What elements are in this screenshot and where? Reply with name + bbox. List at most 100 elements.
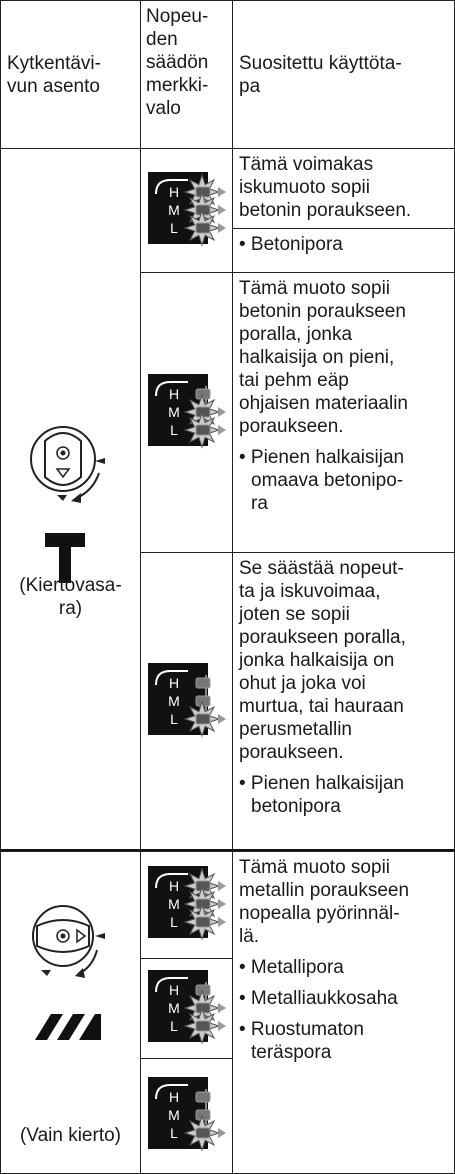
text-line: • Metalliaukkosaha (239, 988, 398, 1009)
text-line: ta ja iskuvoimaa, (239, 581, 381, 602)
text-line: betonipora (251, 796, 341, 817)
text-line: Tämä muoto sopii (239, 278, 391, 299)
indicator-led (195, 677, 210, 688)
indicator-letter: H (168, 1089, 178, 1105)
text-line: • Betonipora (239, 234, 343, 255)
spacer (239, 764, 448, 772)
indicator-arrow (217, 406, 226, 417)
spacer (239, 948, 448, 956)
text-line: murtua, tai hauraan (239, 696, 404, 717)
text-line: Nopeu- (146, 6, 209, 27)
spacer (239, 438, 448, 446)
usage-cell: Tämä voimakas iskumuoto sopii betonin pora… (232, 148, 455, 273)
speed-indicator: HML (147, 1077, 226, 1152)
usage-cell: Tämä muoto sopii metallin poraukseen nopea… (232, 851, 455, 1174)
indicator-letter: L (170, 1125, 178, 1141)
indicator-arrow (217, 881, 226, 891)
text-line: lä. (239, 926, 260, 947)
text-line: omaava betonipo- (251, 470, 404, 491)
text-line: halkaisija on pieni, (239, 347, 395, 368)
indicator-led (195, 1020, 210, 1031)
indicator-letter: H (168, 982, 178, 998)
indicator-letter: L (170, 220, 178, 236)
speed-indicator: HML (147, 866, 226, 941)
text-line: valo (146, 98, 181, 119)
indicator-arrow (217, 1002, 226, 1013)
group-divider (0, 849, 455, 852)
indicator-letter: H (168, 878, 178, 894)
indicator-arrow (217, 917, 226, 927)
text-line: pa (239, 75, 261, 97)
header-cell: Nopeu-den säädön merkki-valo (140, 0, 233, 149)
speed-indicator: HML (147, 171, 226, 247)
text-line: poraukseen poralla, (239, 627, 406, 648)
text-line: iskumuoto sopii (239, 177, 370, 198)
indicator-letter: H (168, 675, 178, 691)
header-text: Kytkentävi-vun asento (7, 52, 101, 98)
indicator-led (195, 222, 210, 233)
indicator-letter: L (170, 711, 178, 727)
mode-text: (Kiertovasa-ra) (1, 574, 140, 620)
usage-cell: Tämä muoto sopii betonin poraukseen porall… (232, 272, 455, 553)
text-line: jonka halkaisija on (239, 650, 395, 671)
indicator-led (195, 424, 210, 435)
header-cell: Suositettu käyttöta-pa (232, 0, 455, 149)
text-line: ohjaisen materiaalin (239, 393, 408, 414)
text-line: merkki- (146, 75, 209, 96)
header-text: Suositettu käyttöta-pa (239, 52, 402, 98)
text-line: • Metallipora (239, 957, 344, 978)
indicator-arrow (217, 1020, 226, 1031)
indicator-arrow (217, 424, 226, 435)
text-line: poraukseen. (239, 742, 344, 763)
text-line: nopealla pyörinnäl- (239, 903, 400, 924)
indicator-arrow (217, 186, 226, 197)
text-line: Tämä voimakas (239, 154, 374, 175)
text-line: vun asento (7, 75, 100, 97)
indicator-arrow (217, 713, 226, 724)
text-line: tai pehm eäp (239, 370, 349, 391)
text-line: ra) (58, 598, 83, 619)
indicator-letter: L (170, 1018, 178, 1034)
indicator-letter: H (168, 184, 178, 200)
text-line: Kytkentävi- (7, 52, 101, 74)
indicator-curve (154, 669, 188, 685)
text-line: joten se sopii (239, 604, 350, 625)
indicator-arrow (217, 222, 226, 233)
text-line: säädön (146, 52, 209, 73)
speed-indicator: HML (147, 969, 226, 1045)
indicator-arrow (217, 204, 226, 215)
text-line: (Vain kierto) (19, 1125, 121, 1146)
text-line: • Pienen halkaisijan (239, 773, 405, 794)
usage-cell: Se säästää nopeut-ta ja iskuvoimaa, joten… (232, 552, 455, 851)
spacer (239, 979, 448, 987)
text-line: • Ruostumaton (239, 1019, 364, 1040)
text-line: (Kiertovasa- (19, 575, 122, 596)
indicator-letter: M (168, 404, 180, 420)
text-line: Suositettu käyttöta- (239, 52, 402, 74)
indicator-letter: M (168, 1000, 180, 1016)
indicator-arrow (217, 899, 226, 909)
rotation-icon (32, 905, 105, 1040)
indicator-curve (154, 1084, 188, 1100)
indicator-led (195, 916, 210, 928)
indicator-letter: L (170, 914, 178, 930)
text-line: ohut ja joka voi (239, 673, 366, 694)
text-line: • Pienen halkaisijan (239, 447, 405, 468)
text-line: poralla, jonka (239, 324, 353, 345)
text-line: ra (251, 493, 268, 514)
text-line: teräspora (251, 1042, 332, 1063)
text-line: Tämä muoto sopii (239, 857, 391, 878)
mode-cell: (Vain kierto) (0, 851, 141, 1174)
indicator-curve (154, 178, 188, 194)
text-line: metallin poraukseen (239, 880, 410, 901)
spacer (239, 1010, 448, 1018)
text-line: perusmetallin (239, 719, 352, 740)
